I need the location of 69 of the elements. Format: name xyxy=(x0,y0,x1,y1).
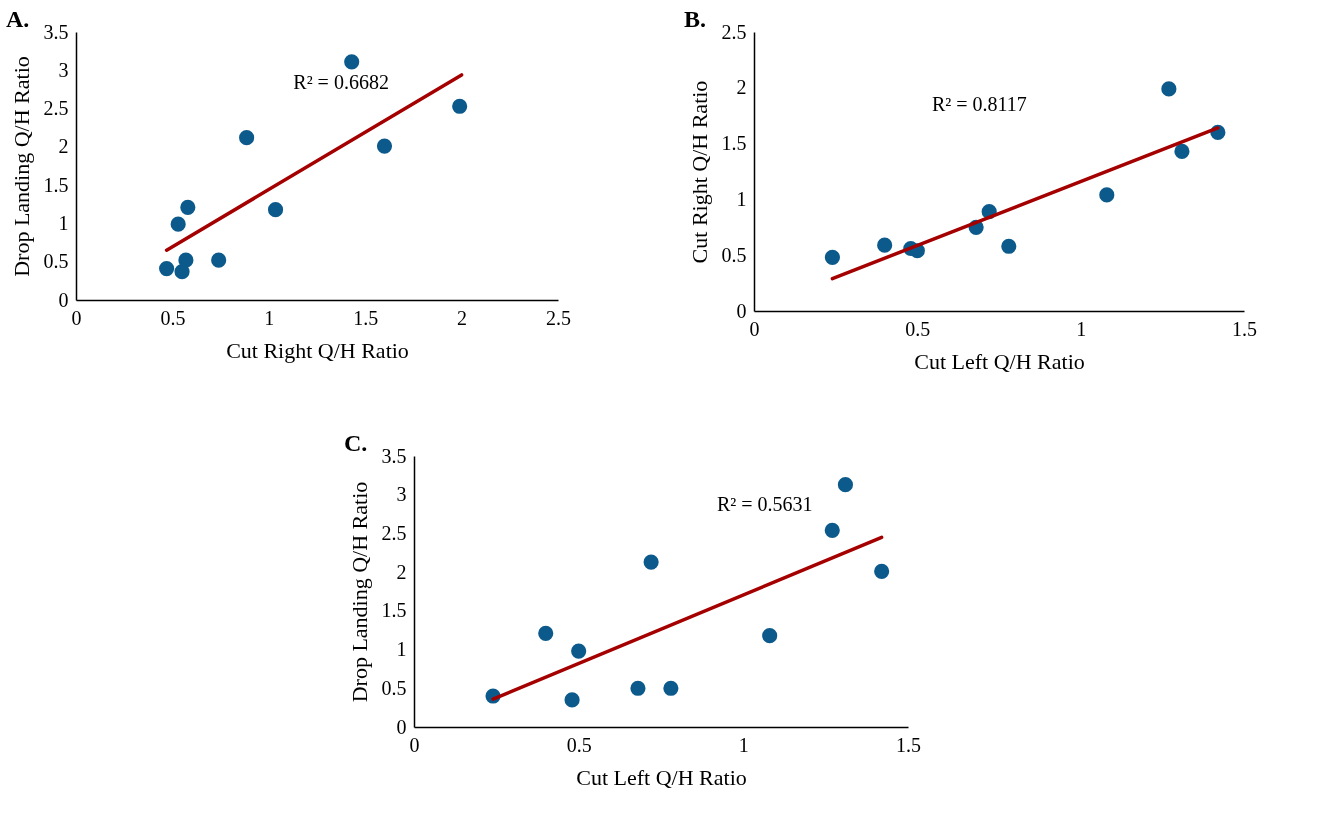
point xyxy=(630,680,646,696)
y-tick-label: 2 xyxy=(58,135,69,158)
y-tick-label: 2.5 xyxy=(43,97,69,120)
y-tick-label: 2.5 xyxy=(721,20,747,43)
annotation: R² = 0.5631 xyxy=(716,492,813,515)
point xyxy=(1161,81,1177,97)
y-tick-label: 3 xyxy=(58,58,69,81)
point xyxy=(824,249,840,265)
x-tick-label: 2 xyxy=(457,306,468,329)
y-tick-label: 0 xyxy=(58,288,69,311)
point xyxy=(762,628,778,644)
x-tick-label: 0.5 xyxy=(160,306,186,329)
y-tick-label: 1 xyxy=(736,187,747,210)
point xyxy=(1099,187,1115,203)
chart-title: B. xyxy=(684,6,707,32)
y-tick-label: 3 xyxy=(396,483,407,506)
point xyxy=(178,252,194,268)
y-tick-label: 1 xyxy=(396,638,407,661)
point xyxy=(877,237,893,253)
point xyxy=(239,130,255,146)
point xyxy=(1174,143,1190,159)
point xyxy=(376,138,393,154)
y-tick-label: 0.5 xyxy=(381,676,407,699)
annotation: R² = 0.6682 xyxy=(293,70,389,93)
y-tick-label: 1.5 xyxy=(381,599,407,622)
chart-title: A. xyxy=(6,6,30,32)
y-tick-label: 2 xyxy=(736,76,747,99)
point xyxy=(180,199,196,215)
x-tick-label: 0.5 xyxy=(566,733,592,756)
x-axis-title: Cut Left Q/H Ratio xyxy=(914,348,1085,374)
y-tick-label: 0 xyxy=(396,715,407,738)
y-tick-label: 1.5 xyxy=(43,173,69,196)
y-axis-title: Cut Right Q/H Ratio xyxy=(686,80,712,264)
x-tick-label: 1.5 xyxy=(896,733,921,756)
point xyxy=(267,202,284,218)
x-tick-label: 1 xyxy=(264,306,275,329)
y-tick-label: 3.5 xyxy=(43,20,69,43)
point xyxy=(452,98,468,114)
y-tick-label: 3.5 xyxy=(381,444,407,467)
point xyxy=(564,692,580,708)
point xyxy=(837,477,854,493)
y-tick-label: 0.5 xyxy=(721,243,747,266)
x-axis-title: Cut Left Q/H Ratio xyxy=(576,764,747,790)
y-tick-label: 2 xyxy=(396,560,407,583)
x-tick-label: 0.5 xyxy=(905,317,931,340)
point xyxy=(211,252,227,268)
x-tick-label: 1.5 xyxy=(353,306,379,329)
point xyxy=(643,554,659,570)
point xyxy=(344,54,360,70)
x-tick-label: 2.5 xyxy=(546,306,571,329)
x-axis-title: Cut Right Q/H Ratio xyxy=(226,337,409,363)
chart-title: C. xyxy=(344,430,368,456)
point xyxy=(159,261,175,277)
y-tick-label: 2.5 xyxy=(381,521,407,544)
point xyxy=(170,216,186,232)
annotation: R² = 0.8117 xyxy=(931,92,1027,115)
y-tick-label: 1.5 xyxy=(721,132,747,155)
point xyxy=(538,625,554,641)
x-tick-label: 1 xyxy=(1076,317,1087,340)
y-axis-title: Drop Landing Q/H Ratio xyxy=(346,481,372,703)
y-axis-title: Drop Landing Q/H Ratio xyxy=(8,56,34,277)
point xyxy=(824,522,840,538)
y-tick-label: 1 xyxy=(58,211,69,234)
point xyxy=(571,643,587,659)
x-tick-label: 1.5 xyxy=(1232,317,1257,340)
point xyxy=(1001,238,1017,254)
point xyxy=(874,563,890,579)
y-tick-label: 0.5 xyxy=(43,250,69,273)
point xyxy=(663,680,679,696)
